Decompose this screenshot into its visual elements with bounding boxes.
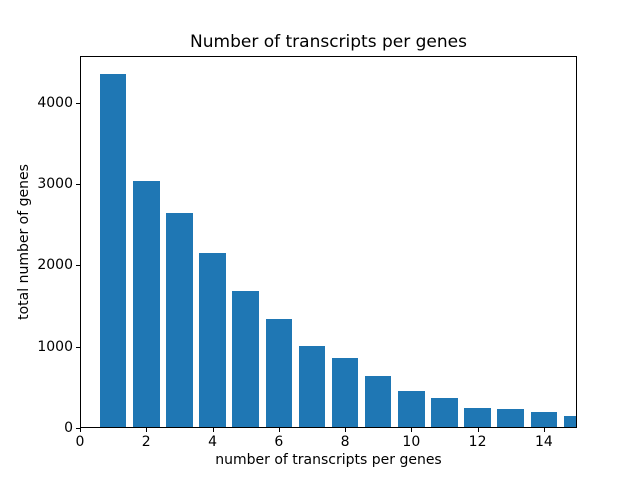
bar-x8 (331, 358, 359, 428)
bar-x14 (530, 411, 558, 428)
y-tick-label-0: 0 (64, 420, 73, 436)
x-axis-tick-12 (477, 428, 479, 432)
bar-x10 (398, 391, 425, 428)
x-axis-label: number of transcripts per genes (215, 452, 442, 468)
y-tick-label-4000: 4000 (37, 94, 73, 111)
y-tick-label-2000: 2000 (37, 257, 73, 274)
bar-x4 (199, 253, 226, 428)
y-axis-label-text: total number of genes (16, 164, 32, 320)
x-tick-label-12: 12 (468, 434, 487, 450)
x-axis-tick-14 (543, 428, 545, 432)
bar-x7 (298, 346, 326, 428)
y-axis-tick-0 (76, 428, 80, 429)
chart-title: Number of transcripts per genes (190, 32, 467, 52)
x-axis-tick-8 (345, 428, 347, 432)
bar-x9 (364, 376, 392, 428)
x-tick-label-0: 0 (75, 434, 85, 450)
x-tick-label-6: 6 (274, 434, 284, 450)
bar-x3 (166, 213, 193, 428)
bar-x6 (265, 319, 293, 428)
x-tick-label-8: 8 (340, 434, 350, 450)
x-axis-tick-0 (80, 428, 81, 432)
x-tick-label-4: 4 (208, 434, 217, 450)
y-axis-tick-4000 (76, 102, 80, 104)
bar-x12 (464, 407, 491, 428)
x-axis-tick-6 (278, 428, 280, 432)
x-axis-tick-2 (146, 428, 148, 432)
bar-x2 (133, 180, 160, 428)
y-axis-tick-2000 (76, 265, 80, 267)
plot-area (80, 56, 577, 428)
bar-x1 (99, 74, 127, 428)
x-axis-tick-4 (212, 428, 214, 432)
y-tick-label-1000: 1000 (37, 338, 73, 355)
x-tick-label-2: 2 (141, 434, 151, 450)
y-axis-tick-1000 (76, 346, 80, 348)
x-tick-label-14: 14 (534, 434, 553, 450)
bar-x15 (563, 416, 577, 428)
x-axis-tick-10 (411, 428, 413, 432)
y-axis-tick-3000 (76, 183, 80, 185)
bar-x13 (497, 409, 524, 428)
bar-x5 (232, 290, 259, 428)
y-tick-label-3000: 3000 (37, 175, 73, 192)
bar-x11 (431, 397, 458, 428)
x-tick-label-10: 10 (402, 434, 421, 450)
